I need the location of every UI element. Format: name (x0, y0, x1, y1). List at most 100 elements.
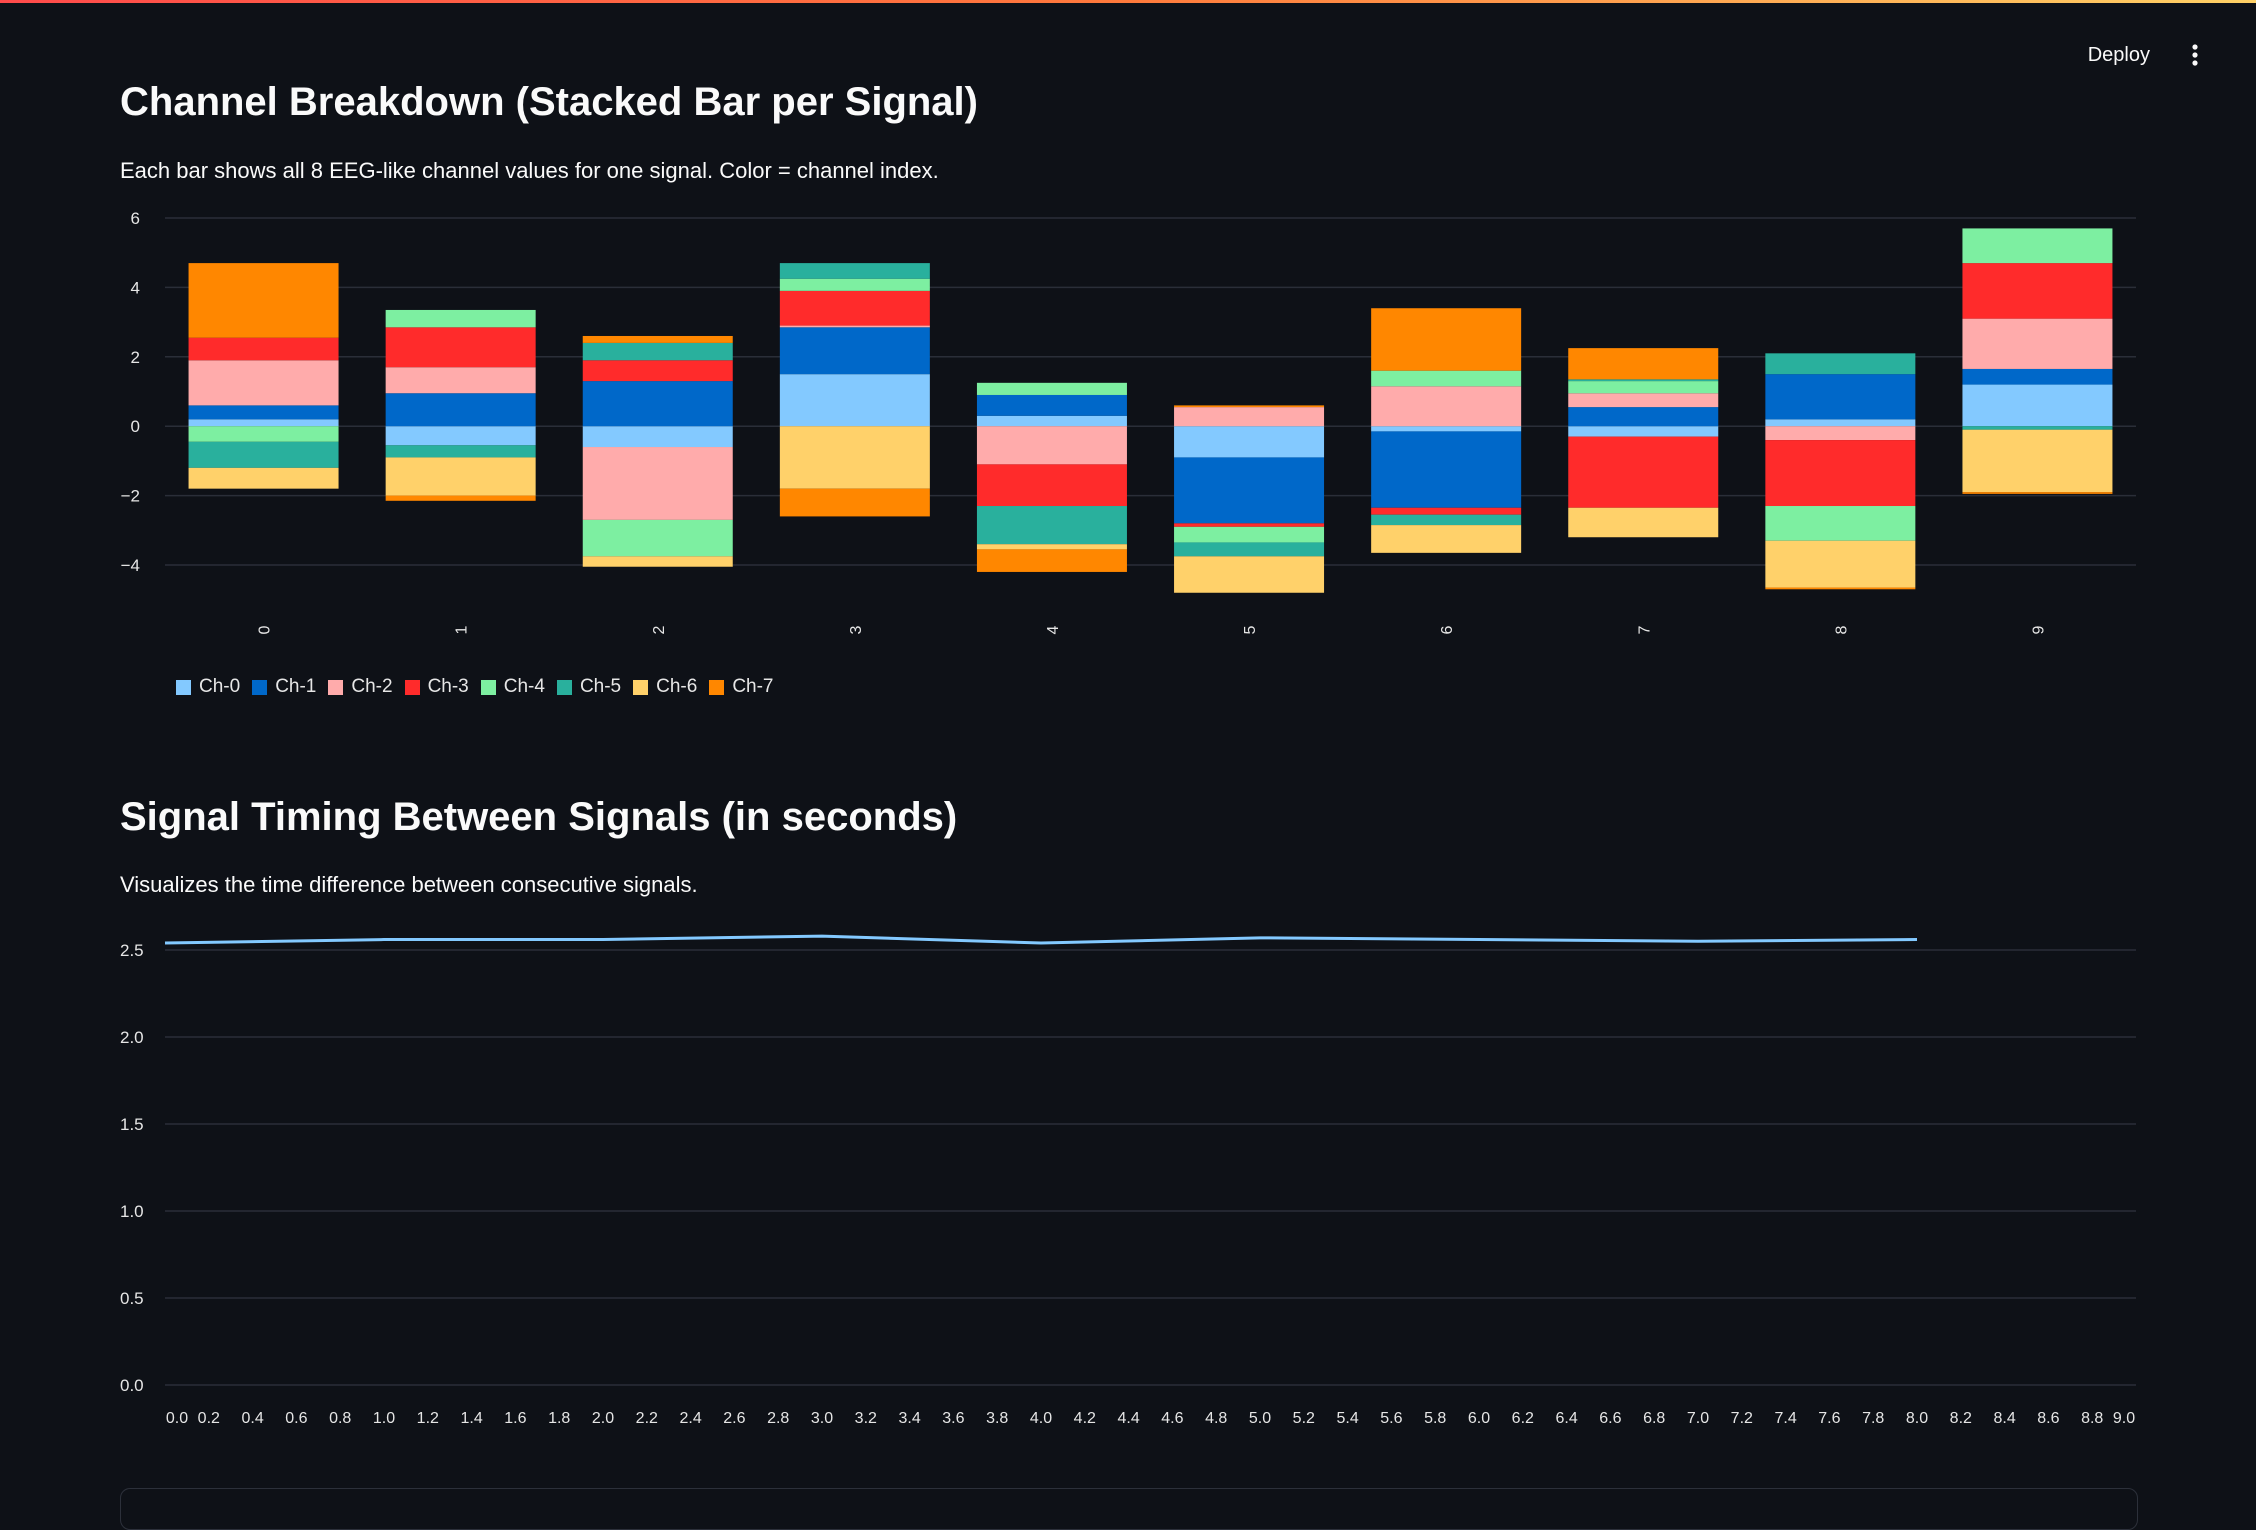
x-tick-label: 4.2 (1074, 1410, 1096, 1427)
bar-segment-ch-0 (1568, 426, 1719, 437)
legend-item[interactable]: Ch-3 (404, 676, 469, 698)
legend-swatch (633, 679, 649, 695)
legend-label: Ch-7 (732, 676, 774, 697)
bar-segment-ch-1 (188, 405, 339, 420)
bar-segment-ch-1 (779, 327, 930, 375)
x-tick-group: 0 (257, 625, 274, 634)
bar-segment-ch-1 (1962, 368, 2113, 385)
x-tick-label: 6.6 (1599, 1410, 1621, 1427)
x-tick-label: 4.4 (1117, 1410, 1139, 1427)
bar-segment-ch-1 (582, 381, 733, 427)
bar-segment-ch-2 (1962, 318, 2113, 369)
bar-segment-ch-5 (1765, 353, 1916, 375)
deploy-button[interactable]: Deploy (2076, 38, 2162, 72)
x-tick-label: 2 (651, 625, 668, 634)
x-tick-label: 8.4 (1993, 1410, 2015, 1427)
bar-segment-ch-7 (582, 335, 733, 343)
x-tick-label: 2.8 (767, 1410, 789, 1427)
x-tick-label: 1.0 (373, 1410, 395, 1427)
bar-segment-ch-2 (385, 367, 536, 394)
bar-segment-ch-2 (779, 325, 930, 328)
bar-segment-ch-7 (779, 488, 930, 517)
x-tick-label: 7.0 (1687, 1410, 1709, 1427)
x-tick-label: 7.6 (1818, 1410, 1840, 1427)
legend-item[interactable]: Ch-2 (328, 676, 393, 698)
bar-segment-ch-4 (385, 309, 536, 328)
section-caption-signal-timing: Visualizes the time difference between c… (120, 872, 698, 897)
legend-swatch (328, 679, 344, 695)
bar-segment-ch-0 (1765, 419, 1916, 427)
bar-segment-ch-6 (1371, 525, 1522, 553)
legend-item[interactable]: Ch-7 (709, 676, 774, 698)
bar-segment-ch-0 (385, 426, 536, 446)
bar-segment-ch-4 (1765, 506, 1916, 541)
x-tick-label: 6.2 (1512, 1410, 1534, 1427)
bar-segment-ch-5 (188, 441, 339, 468)
bar-segment-ch-4 (1174, 526, 1325, 543)
y-tick-label: −4 (121, 556, 140, 575)
legend-item[interactable]: Ch-6 (633, 676, 697, 698)
bar-segment-ch-6 (1962, 429, 2113, 493)
x-tick-label: 4.0 (1030, 1410, 1052, 1427)
bar-segment-ch-6 (582, 556, 733, 567)
bar-segment-ch-1 (1765, 374, 1916, 420)
timing-line (164, 934, 1918, 945)
section-title-signal-timing: Signal Timing Between Signals (in second… (120, 795, 958, 839)
next-section-card (120, 1488, 2138, 1530)
legend-label: Ch-0 (199, 676, 241, 697)
bar-segment-ch-4 (188, 426, 339, 442)
bar-segment-ch-2 (188, 360, 339, 406)
main-menu-button[interactable] (2178, 38, 2212, 72)
bar-segment-ch-3 (188, 337, 339, 361)
legend-item[interactable]: Ch-5 (556, 676, 621, 698)
x-tick-label: 1.8 (548, 1410, 570, 1427)
bar-segment-ch-3 (582, 360, 733, 382)
y-tick-label: 2 (131, 348, 140, 367)
x-tick-label: 0.6 (285, 1410, 307, 1427)
bar-segment-ch-5 (976, 506, 1127, 545)
bar-segment-ch-4 (976, 382, 1127, 395)
legend-item[interactable]: Ch-4 (480, 676, 545, 698)
bar-segment-ch-7 (1568, 348, 1719, 380)
bar-segment-ch-3 (1174, 523, 1325, 527)
bar-segment-ch-2 (1174, 407, 1325, 427)
bar-segment-ch-1 (1568, 407, 1719, 427)
bar-segment-ch-7 (1371, 308, 1522, 371)
x-tick-label: 5.0 (1249, 1410, 1271, 1427)
bar-segment-ch-4 (582, 519, 733, 557)
x-tick-group: 1 (454, 625, 471, 634)
x-tick-label: 8.6 (2037, 1410, 2059, 1427)
section-caption-channel-breakdown: Each bar shows all 8 EEG-like channel va… (120, 158, 939, 183)
bar-segment-ch-5 (1568, 379, 1719, 382)
x-tick-label: 4 (1045, 625, 1062, 634)
app-toolbar: Deploy (1956, 0, 2256, 110)
x-tick-label: 0.0 (166, 1410, 188, 1427)
bar-segment-ch-6 (385, 457, 536, 496)
bar-segment-ch-0 (1962, 384, 2113, 427)
legend-item[interactable]: Ch-0 (176, 676, 240, 698)
legend-item[interactable]: Ch-1 (252, 676, 316, 698)
y-tick-label: 4 (131, 278, 140, 297)
bar-segment-ch-0 (1174, 426, 1325, 458)
x-tick-label: 0.4 (241, 1410, 263, 1427)
x-tick-label: 2.4 (679, 1410, 701, 1427)
x-tick-label: 4.6 (1161, 1410, 1183, 1427)
x-tick-label: 7 (1636, 625, 1653, 634)
bar-segment-ch-0 (188, 419, 339, 427)
x-tick-group: 9 (2030, 625, 2047, 634)
top-decoration-stripe (0, 0, 2256, 3)
x-tick-group: 8 (1833, 625, 1850, 634)
legend-swatch (252, 679, 268, 695)
x-tick-label: 1.6 (504, 1410, 526, 1427)
x-tick-label: 0 (257, 625, 274, 634)
bar-segment-ch-3 (1962, 263, 2113, 319)
bar-segment-ch-4 (1962, 228, 2113, 264)
stacked-bar-chart[interactable]: 6 4 2 0 −2 −4 0 1 2 3 4 5 6 7 8 9 (0, 0, 2256, 760)
bar-segment-ch-7 (1765, 587, 1916, 590)
x-tick-group: 3 (848, 625, 865, 634)
y-tick-label: 2.0 (120, 1028, 144, 1047)
x-tick-label: 7.8 (1862, 1410, 1884, 1427)
bar-segment-ch-5 (1371, 514, 1522, 526)
bar-segment-ch-5 (582, 342, 733, 361)
